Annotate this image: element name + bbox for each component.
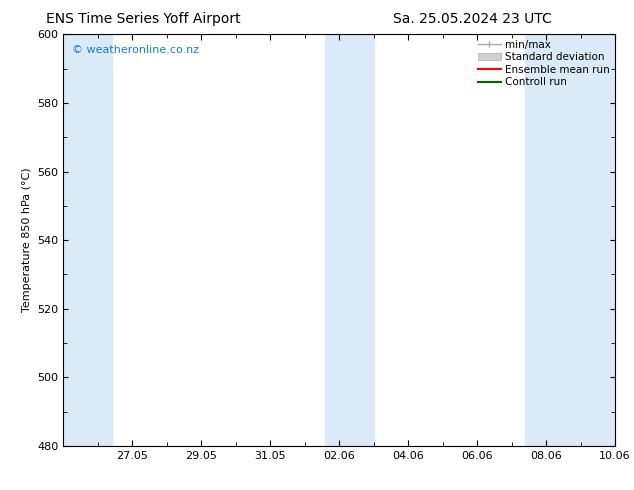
Y-axis label: Temperature 850 hPa (°C): Temperature 850 hPa (°C) <box>22 168 32 313</box>
Text: Sa. 25.05.2024 23 UTC: Sa. 25.05.2024 23 UTC <box>393 12 552 26</box>
Bar <box>526 34 615 446</box>
Text: © weatheronline.co.nz: © weatheronline.co.nz <box>72 45 199 54</box>
Bar <box>63 34 112 446</box>
Bar <box>325 34 373 446</box>
Legend: min/max, Standard deviation, Ensemble mean run, Controll run: min/max, Standard deviation, Ensemble me… <box>476 37 612 89</box>
Text: ENS Time Series Yoff Airport: ENS Time Series Yoff Airport <box>46 12 241 26</box>
